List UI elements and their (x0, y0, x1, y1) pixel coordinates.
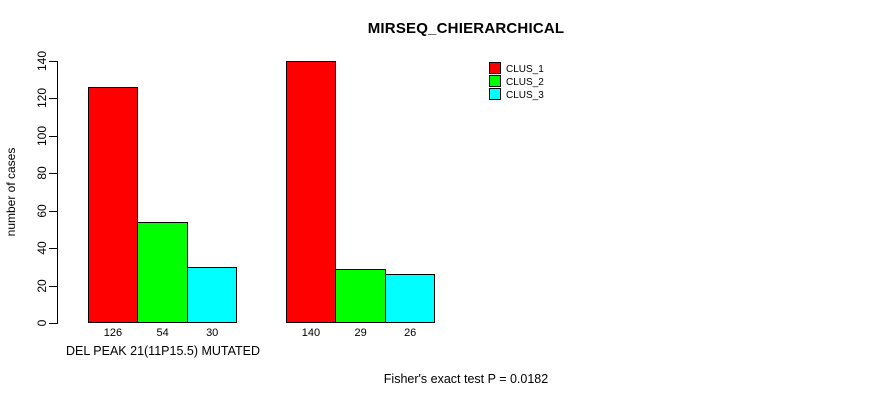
legend-label: CLUS_2 (506, 77, 544, 88)
fisher-test-footnote: Fisher's exact test P = 0.0182 (383, 372, 549, 386)
x-group-label: DEL PEAK 21(11P15.5) MUTATED (65, 344, 261, 358)
bar-clus_1 (285, 61, 337, 323)
legend-item: CLUS_1 (489, 62, 544, 75)
bar-value-label: 54 (156, 327, 169, 339)
y-axis-tick (49, 285, 57, 287)
bar-clus_3 (186, 266, 238, 323)
bar-value-label: 30 (206, 327, 219, 339)
legend-swatch (489, 88, 501, 100)
y-axis-tick (49, 98, 57, 100)
bar-value-label: 29 (354, 327, 367, 339)
bar-value-label: 140 (301, 327, 321, 339)
bar-clus_3 (384, 274, 436, 323)
y-axis-tick (49, 135, 57, 137)
bar-clus_2 (335, 268, 386, 323)
y-axis-tick-label: 100 (35, 125, 49, 146)
y-axis-tick-label: 40 (35, 241, 49, 255)
bar-value-label: 126 (103, 327, 123, 339)
legend-swatch (489, 62, 501, 74)
y-axis-line (57, 61, 58, 324)
legend-label: CLUS_1 (506, 64, 544, 75)
y-axis-tick-label: 120 (35, 88, 49, 109)
legend: CLUS_1 CLUS_2 CLUS_3 (489, 62, 544, 101)
y-axis-tick-label: 20 (35, 278, 49, 293)
y-axis-tick (49, 173, 57, 175)
y-axis-tick (49, 210, 57, 212)
y-axis-tick (49, 61, 57, 62)
legend-swatch (489, 75, 501, 87)
y-axis-tick-label: 80 (35, 166, 49, 180)
legend-item: CLUS_2 (489, 75, 544, 88)
bar-clus_2 (137, 221, 188, 323)
y-axis-tick-label: 60 (35, 204, 49, 218)
y-axis-tick (49, 248, 57, 250)
bar-value-label: 26 (404, 327, 417, 339)
chart-title: MIRSEQ_CHIERARCHICAL (367, 20, 565, 37)
y-axis-tick (49, 323, 57, 324)
bar-clus_1 (87, 87, 139, 323)
y-axis-tick-label: 140 (35, 50, 49, 72)
legend-item: CLUS_3 (489, 88, 544, 101)
legend-label: CLUS_3 (506, 90, 544, 101)
y-axis-tick-label: 0 (35, 319, 49, 327)
